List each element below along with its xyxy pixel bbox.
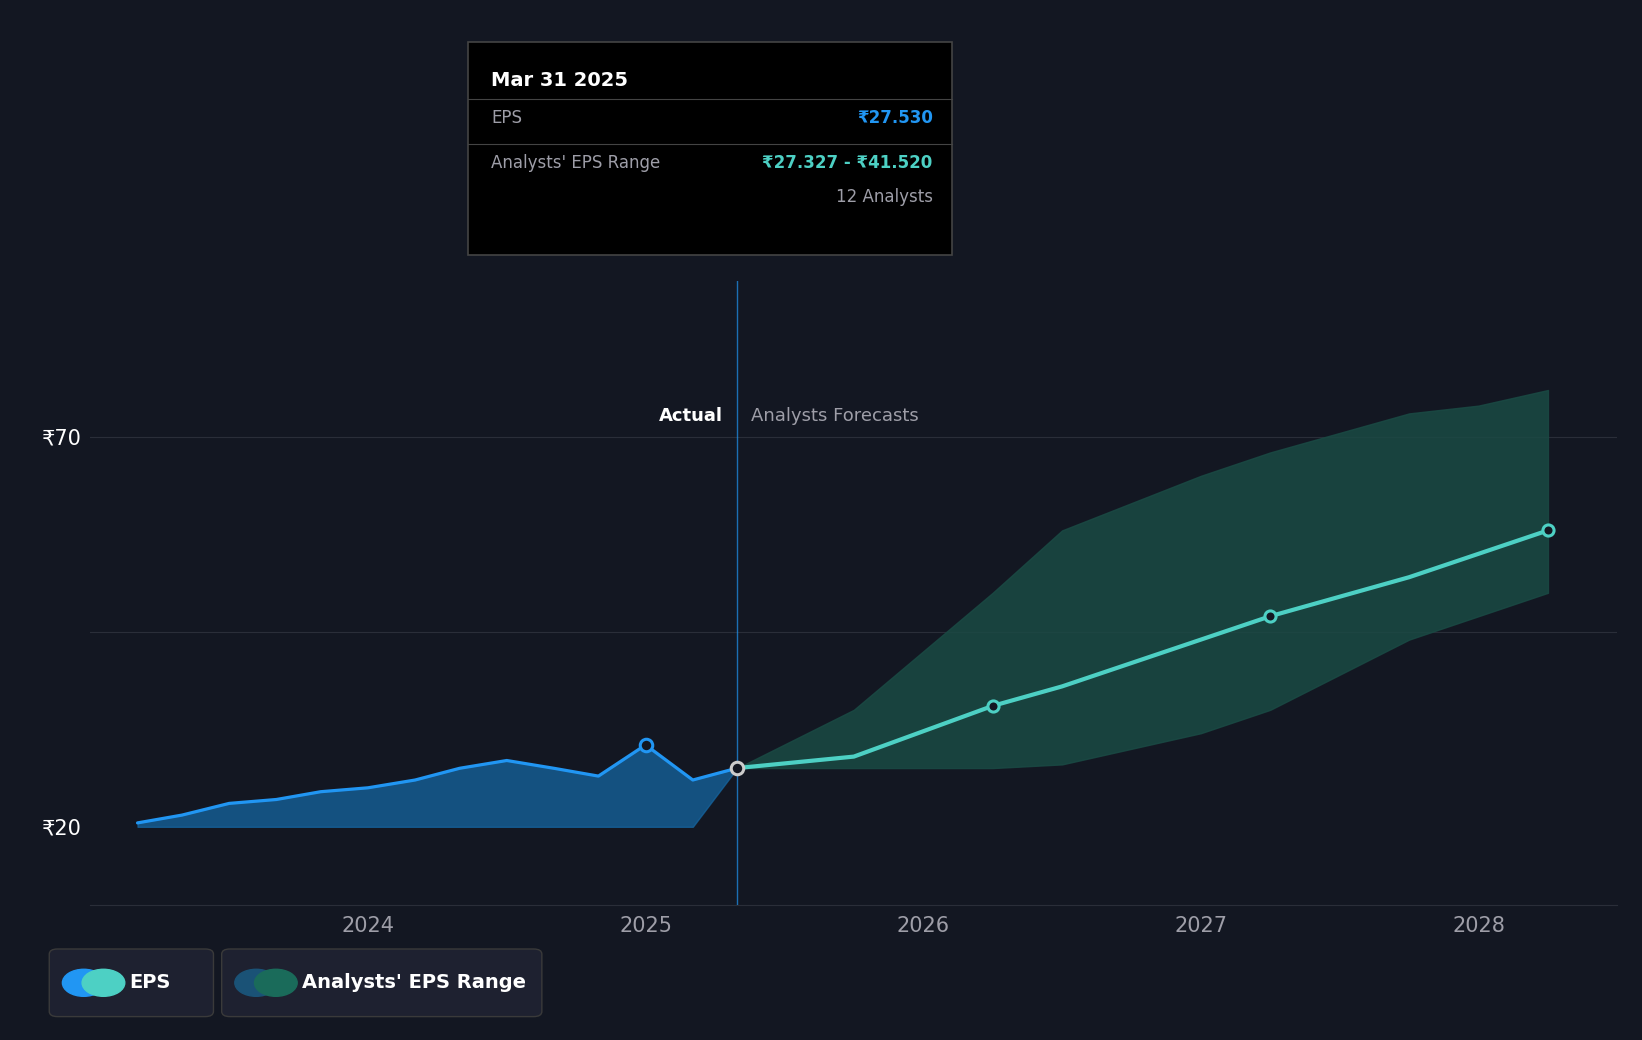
Text: EPS: EPS	[491, 109, 522, 127]
Text: ₹27.327 - ₹41.520: ₹27.327 - ₹41.520	[762, 154, 933, 172]
Text: Analysts' EPS Range: Analysts' EPS Range	[491, 154, 660, 172]
Text: 12 Analysts: 12 Analysts	[836, 188, 933, 206]
Text: ₹27.530: ₹27.530	[857, 109, 933, 127]
Text: Analysts' EPS Range: Analysts' EPS Range	[302, 973, 525, 992]
Text: Mar 31 2025: Mar 31 2025	[491, 71, 627, 89]
Text: EPS: EPS	[130, 973, 171, 992]
Text: Actual: Actual	[660, 407, 724, 425]
Text: Analysts Forecasts: Analysts Forecasts	[750, 407, 920, 425]
